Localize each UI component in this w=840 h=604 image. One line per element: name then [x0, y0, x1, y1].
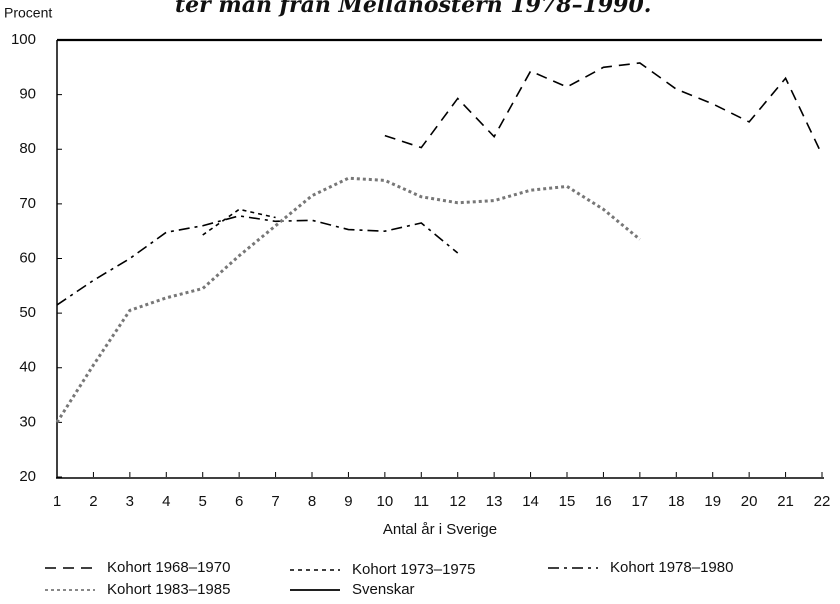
series-line: [55, 176, 641, 424]
y-axis-label: Procent: [4, 5, 52, 21]
x-tick-label: 16: [595, 493, 612, 510]
series-line: [384, 62, 823, 156]
y-tick-label: 60: [19, 249, 36, 266]
x-tick-label: 6: [235, 493, 243, 510]
x-tick-label: 7: [271, 493, 279, 510]
x-tick-label: 21: [777, 493, 794, 510]
x-tick-label: 13: [486, 493, 503, 510]
x-tick-label: 4: [162, 493, 170, 510]
legend-label: Kohort 1978–1980: [610, 559, 733, 576]
legend-label: Kohort 1983–1985: [107, 581, 230, 598]
x-tick-label: 18: [668, 493, 685, 510]
x-tick-label: 1: [53, 493, 61, 510]
x-tick-label: 9: [344, 493, 352, 510]
x-tick-label: 8: [308, 493, 316, 510]
x-tick-label: 20: [741, 493, 758, 510]
y-tick-label: 30: [19, 413, 36, 430]
x-tick-label: 15: [559, 493, 576, 510]
y-tick-label: 40: [19, 359, 36, 376]
x-tick-label: 3: [126, 493, 134, 510]
y-tick-label: 80: [19, 140, 36, 157]
legend-label: Kohort 1968–1970: [107, 559, 230, 576]
y-tick-label: 50: [19, 304, 36, 321]
x-tick-label: 14: [522, 493, 539, 510]
x-tick-label: 11: [413, 493, 429, 510]
chart-title: ter man från Mellanöstern 1978–1990.: [175, 0, 651, 18]
series-line: [56, 215, 459, 306]
y-tick-label: 90: [19, 86, 36, 103]
x-tick-label: 2: [89, 493, 97, 510]
x-axis-label: Antal år i Sverige: [383, 521, 497, 538]
x-tick-label: 19: [704, 493, 721, 510]
x-tick-label: 22: [814, 493, 831, 510]
x-tick-label: 12: [449, 493, 466, 510]
y-tick-label: 70: [19, 195, 36, 212]
y-tick-label: 100: [11, 31, 36, 48]
x-tick-label: 10: [377, 493, 394, 510]
legend-label: Svenskar: [352, 581, 415, 598]
legend-label: Kohort 1973–1975: [352, 561, 475, 578]
y-tick-label: 20: [19, 468, 36, 485]
x-tick-label: 5: [199, 493, 207, 510]
series-line: [202, 208, 276, 236]
x-tick-label: 17: [632, 493, 649, 510]
